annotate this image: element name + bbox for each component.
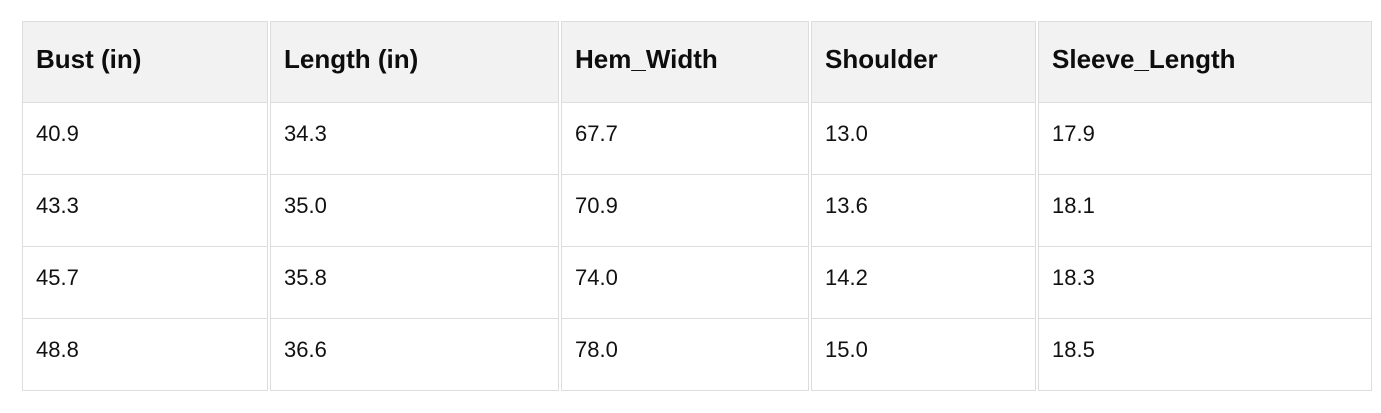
- table-cell-length-in: 36.6: [270, 319, 559, 391]
- table-cell-bust-in: 45.7: [22, 247, 268, 319]
- table-row: 45.7 35.8 74.0 14.2 18.3: [22, 247, 1372, 319]
- table-cell-hem-width: 74.0: [561, 247, 809, 319]
- table-body: 40.9 34.3 67.7 13.0 17.9 43.3 35.0 70.9 13.6 18.1…: [22, 103, 1372, 391]
- table-cell-sleeve-length: 18.5: [1038, 319, 1372, 391]
- table-cell-sleeve-length: 18.1: [1038, 175, 1372, 247]
- column-header-hem-width: Hem_Width: [561, 21, 809, 103]
- column-header-shoulder: Shoulder: [811, 21, 1036, 103]
- column-header-sleeve-length: Sleeve_Length: [1038, 21, 1372, 103]
- table-row: 48.8 36.6 78.0 15.0 18.5: [22, 319, 1372, 391]
- table-cell-hem-width: 67.7: [561, 103, 809, 175]
- measurement-table-container: Bust (in) Length (in) Hem_Width Shoulder Sle…: [20, 21, 1374, 391]
- table-header: Bust (in) Length (in) Hem_Width Shoulder Sle…: [22, 21, 1372, 103]
- table-cell-sleeve-length: 18.3: [1038, 247, 1372, 319]
- table-cell-shoulder: 15.0: [811, 319, 1036, 391]
- column-header-length-in: Length (in): [270, 21, 559, 103]
- table-cell-sleeve-length: 17.9: [1038, 103, 1372, 175]
- table-cell-length-in: 35.0: [270, 175, 559, 247]
- table-cell-shoulder: 14.2: [811, 247, 1036, 319]
- table-row: 40.9 34.3 67.7 13.0 17.9: [22, 103, 1372, 175]
- table-cell-length-in: 34.3: [270, 103, 559, 175]
- measurement-table: Bust (in) Length (in) Hem_Width Shoulder Sle…: [20, 21, 1374, 391]
- table-cell-bust-in: 40.9: [22, 103, 268, 175]
- table-row: 43.3 35.0 70.9 13.6 18.1: [22, 175, 1372, 247]
- table-cell-shoulder: 13.0: [811, 103, 1036, 175]
- table-cell-hem-width: 78.0: [561, 319, 809, 391]
- header-row: Bust (in) Length (in) Hem_Width Shoulder Sle…: [22, 21, 1372, 103]
- table-cell-shoulder: 13.6: [811, 175, 1036, 247]
- table-cell-bust-in: 48.8: [22, 319, 268, 391]
- table-cell-hem-width: 70.9: [561, 175, 809, 247]
- table-cell-bust-in: 43.3: [22, 175, 268, 247]
- table-cell-length-in: 35.8: [270, 247, 559, 319]
- column-header-bust-in: Bust (in): [22, 21, 268, 103]
